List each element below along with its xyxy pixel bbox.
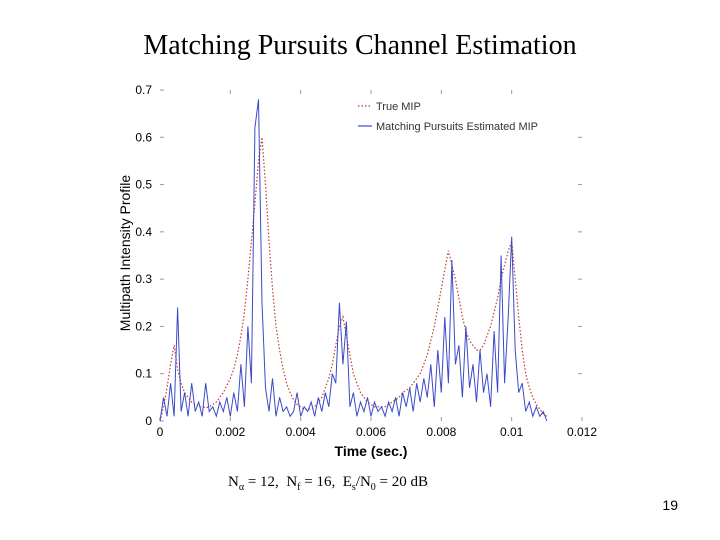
legend-entry: Matching Pursuits Estimated MIP [376,121,538,133]
chart-legend: True MIP Matching Pursuits Estimated MIP [358,101,538,133]
x-tick-label: 0.012 [567,425,597,439]
n-alpha-value: = 12, [247,474,279,490]
estimated-mip-line [159,99,548,422]
y-tick-label: 0.5 [135,178,152,192]
snr-value: = 20 dB [379,474,429,490]
y-tick-label: 0.1 [135,367,152,381]
snr-es-subscript: s [351,482,356,493]
series-true-mip [159,137,548,422]
n-alpha-symbol: N [228,474,239,490]
x-tick-label: 0.01 [500,425,524,439]
y-tick-label: 0 [145,414,152,428]
x-tick-label: 0.004 [286,425,316,439]
y-tick-label: 0.7 [135,83,152,97]
series-layer [159,99,548,422]
true-mip-line [159,137,548,422]
n-f-subscript: f [297,482,301,493]
chart-axes: 0 0.1 0.2 0.3 0.4 0.5 0.6 0.7 0 0.002 0.004 0.006 0.… [135,83,597,439]
snr-n-subscript: 0 [370,482,376,493]
snr-n-symbol: /N [355,474,371,490]
n-f-value: = 16, [304,474,336,490]
x-tick-label: 0 [157,425,164,439]
n-alpha-subscript: α [238,482,245,493]
legend-entry: True MIP [376,101,421,113]
simulation-parameters: Nα = 12, Nf = 16, Es/N0 = 20 dB [228,474,428,493]
slide-title: Matching Pursuits Channel Estimation [143,30,577,61]
y-tick-label: 0.6 [135,130,152,144]
page-number: 19 [662,497,678,513]
y-axis-label: Multipath Intensity Profile [117,175,133,332]
snr-es-symbol: E [342,474,352,490]
y-tick-label: 0.3 [135,272,152,286]
x-tick-label: 0.002 [215,425,245,439]
y-tick-label: 0.4 [135,225,152,239]
series-estimated-mip [159,99,548,422]
n-f-symbol: N [286,474,298,490]
x-tick-label: 0.006 [356,425,386,439]
x-tick-label: 0.008 [426,425,456,439]
y-tick-label: 0.2 [135,319,152,333]
x-axis-label: Time (sec.) [335,443,408,459]
